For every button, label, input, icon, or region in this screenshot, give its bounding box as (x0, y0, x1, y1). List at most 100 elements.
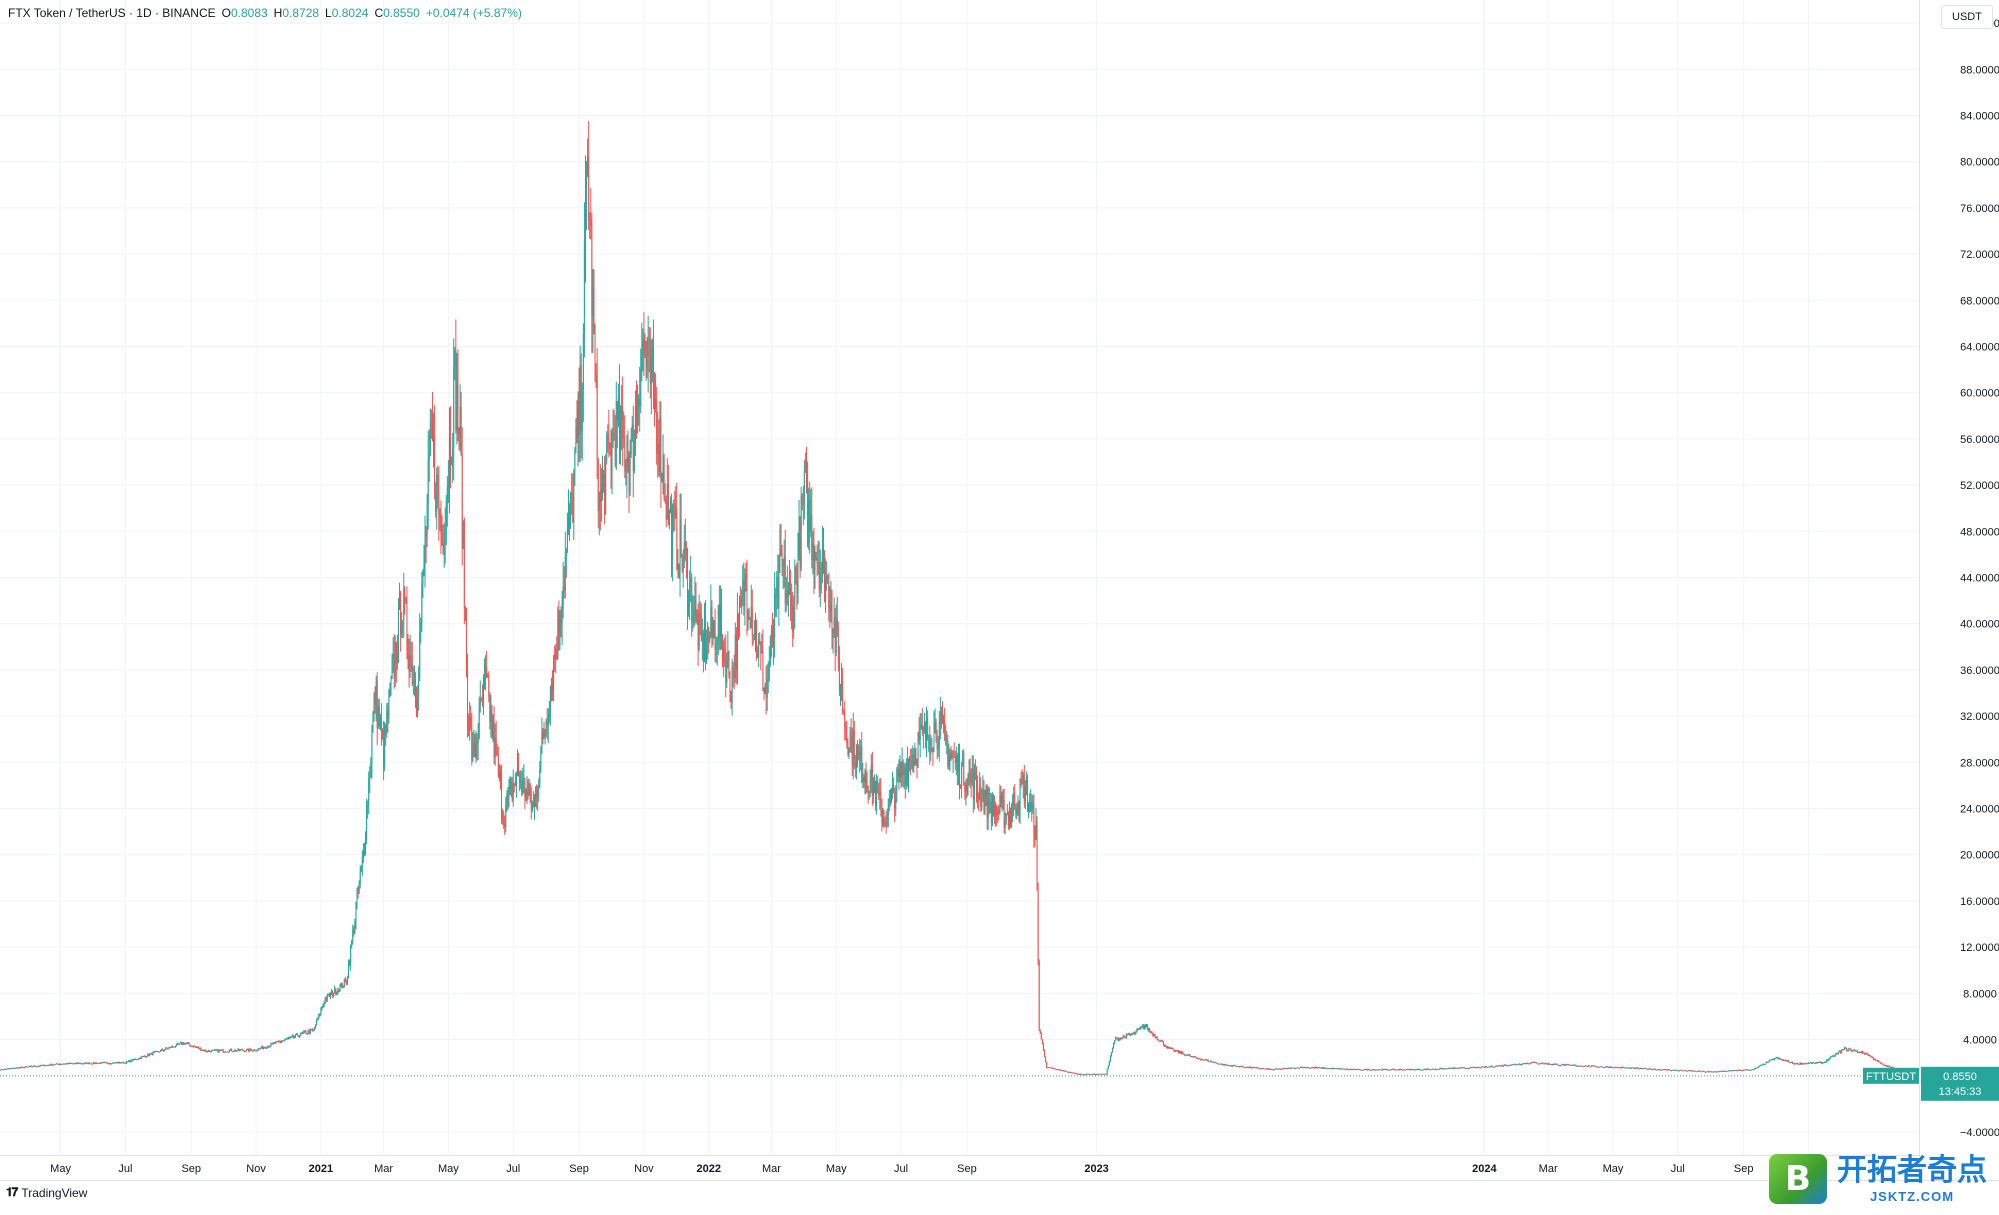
candle-body (1297, 1067, 1299, 1069)
candle-body (775, 593, 777, 598)
candle-body (1200, 1059, 1202, 1061)
candle-body (1415, 1069, 1417, 1071)
candle-body (530, 799, 532, 811)
candle-body (1426, 1068, 1428, 1070)
candle-body (663, 456, 665, 498)
candle-body (316, 1019, 318, 1025)
candle-body (819, 567, 821, 590)
candle-body (86, 1062, 88, 1064)
candle-body (774, 593, 776, 638)
candle-body (1797, 1063, 1799, 1065)
candle-body (1641, 1067, 1643, 1069)
currency-unit-button[interactable]: USDT (1941, 5, 1993, 29)
candle-body (435, 494, 437, 513)
candle-body (474, 743, 476, 757)
candle-body (291, 1035, 293, 1037)
candle-body (235, 1049, 237, 1052)
candle-body (1116, 1037, 1118, 1039)
candle-body (1812, 1062, 1814, 1064)
candle-body (1529, 1063, 1531, 1065)
candle-body (1593, 1065, 1595, 1067)
candle-body (884, 821, 886, 825)
candle-body (1711, 1071, 1713, 1073)
candle-body (604, 473, 606, 515)
candle-body (190, 1045, 192, 1047)
candle-body (20, 1066, 22, 1068)
candle-body (715, 644, 717, 650)
candle-body (396, 656, 398, 664)
candle-body (1424, 1068, 1426, 1070)
candle-body (1840, 1050, 1842, 1053)
candle-body (1877, 1060, 1879, 1062)
candle-body (647, 337, 649, 357)
candle-body (665, 502, 667, 520)
candle-body (1856, 1050, 1858, 1053)
candle-body (275, 1041, 277, 1043)
candle-body (634, 406, 636, 443)
time-tick-label: 2021 (309, 1163, 333, 1175)
candle-body (1192, 1056, 1194, 1058)
candle-body (1697, 1071, 1699, 1073)
candle-body (645, 355, 647, 370)
candle-body (1025, 780, 1027, 786)
candle-body (1334, 1068, 1336, 1070)
candle-body (666, 484, 668, 520)
candle-body (1862, 1051, 1864, 1053)
candle-body (1142, 1025, 1144, 1029)
candle-body (1777, 1057, 1779, 1059)
candle-body (1464, 1068, 1466, 1070)
candle-body (369, 776, 371, 779)
candle-body (510, 781, 512, 783)
candle-body (468, 725, 470, 731)
candle-body (1257, 1067, 1259, 1069)
candle-body (1728, 1070, 1730, 1072)
candle-body (427, 460, 429, 504)
candle-body (198, 1047, 200, 1049)
candle-body (258, 1048, 260, 1050)
candle-body (1183, 1053, 1185, 1055)
candle-body (1450, 1067, 1452, 1069)
candle-body (423, 565, 425, 571)
candle-body (1686, 1070, 1688, 1072)
candle-body (1540, 1063, 1542, 1065)
candle-body (1269, 1068, 1271, 1070)
candle-body (1039, 1029, 1041, 1034)
candle-body (456, 382, 458, 431)
candle-body (1688, 1070, 1690, 1072)
candle-body (506, 794, 508, 806)
candle-body (1562, 1064, 1564, 1066)
candle-body (965, 784, 967, 792)
time-tick-label: Jul (1671, 1163, 1685, 1175)
candle-body (197, 1047, 199, 1049)
candle-body (288, 1037, 290, 1039)
candle-body (910, 759, 912, 762)
candle-body (214, 1049, 216, 1051)
candle-body (1628, 1067, 1630, 1069)
candle-body (822, 548, 824, 551)
candle-body (460, 407, 462, 456)
symbol-title[interactable]: FTX Token / TetherUS · 1D · BINANCE (8, 6, 216, 20)
candle-body (549, 686, 551, 715)
candle-body (231, 1049, 233, 1052)
candle-body (219, 1050, 221, 1052)
candle-body (1538, 1063, 1540, 1065)
candle-body (811, 514, 813, 560)
candle-body (997, 809, 999, 815)
candle-body (917, 733, 919, 766)
tradingview-logo[interactable]: 𝟏𝟕 TradingView (6, 1185, 87, 1200)
candle-body (1307, 1067, 1309, 1069)
candle-body (886, 814, 888, 826)
candle-body (1487, 1066, 1489, 1068)
candle-body (1675, 1069, 1677, 1071)
candle-body (730, 690, 732, 703)
candle-body (1531, 1062, 1533, 1064)
candle-body (264, 1047, 266, 1049)
candle-body (1285, 1067, 1287, 1069)
candle-body (1147, 1025, 1149, 1031)
candle-body (125, 1061, 127, 1064)
candle-body (173, 1046, 175, 1048)
candle-body (1210, 1060, 1212, 1063)
candle-body (1007, 812, 1009, 827)
